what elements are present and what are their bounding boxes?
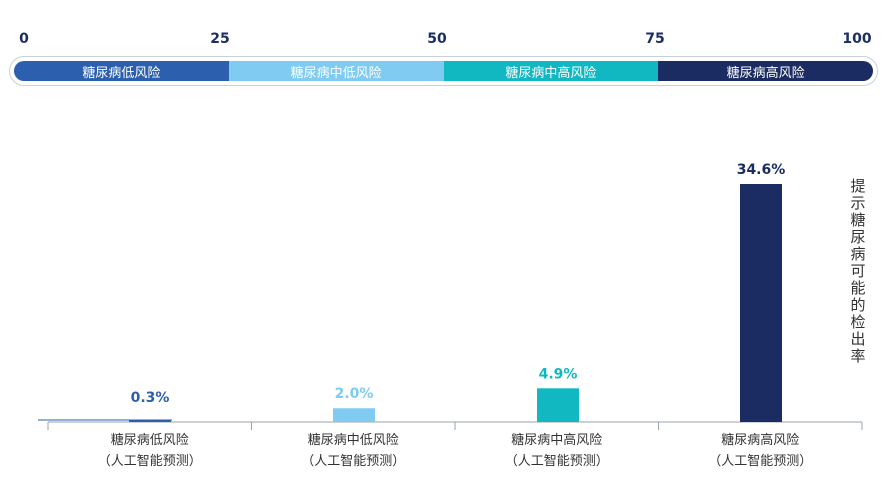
bar-value-label-3: 4.9%	[539, 366, 578, 382]
y-axis-label: 提示糖尿病可能的检出率	[850, 177, 866, 365]
category-label-2-line-2: （人工智能预测）	[301, 454, 405, 469]
category-label-3-line-1: 糖尿病中高风险	[511, 432, 602, 448]
risk-score-scale-bands: 糖尿病低风险 糖尿病中低风险 糖尿病中高风险 糖尿病高风险	[14, 61, 873, 81]
scale-tick-25: 25	[210, 31, 230, 47]
scale-band-1: 糖尿病低风险	[14, 61, 229, 81]
bar-2	[333, 408, 375, 422]
bar-value-label-2: 2.0%	[335, 386, 374, 402]
category-label-1-line-1: 糖尿病低风险	[111, 432, 189, 448]
detection-rate-bar-chart: 0.3% 糖尿病低风险 （人工智能预测） 2.0% 糖尿病中低风险 （人工智能预测） 4.9…	[38, 162, 863, 469]
bar-1	[129, 419, 171, 422]
bar-value-label-4: 34.6%	[737, 162, 786, 178]
scale-band-3: 糖尿病中高风险	[443, 61, 659, 81]
category-label-1-line-2: （人工智能预测）	[98, 454, 202, 469]
risk-score-scale-bar: 糖尿病低风险 糖尿病中低风险 糖尿病中高风险 糖尿病高风险	[9, 56, 878, 86]
category-label-2-line-1: 糖尿病中低风险	[308, 432, 399, 448]
risk-score-scale-ticks: 0 25 50 75 100	[0, 0, 890, 50]
category-label-4-line-2: （人工智能预测）	[708, 454, 812, 469]
bar-4	[740, 184, 782, 422]
scale-band-2: 糖尿病中低风险	[228, 61, 444, 81]
scale-tick-0: 0	[19, 31, 29, 47]
category-label-3-line-2: （人工智能预测）	[505, 454, 609, 469]
category-label-4-line-1: 糖尿病高风险	[721, 432, 799, 448]
scale-tick-50: 50	[427, 31, 447, 47]
bar-value-label-1: 0.3%	[131, 390, 170, 406]
scale-tick-75: 75	[645, 31, 665, 47]
scale-band-4: 糖尿病高风险	[658, 61, 873, 81]
scale-tick-100: 100	[842, 31, 872, 47]
bar-3	[537, 388, 579, 422]
